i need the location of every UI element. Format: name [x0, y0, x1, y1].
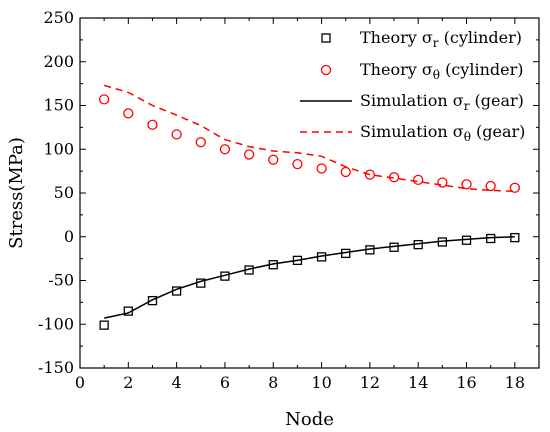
y-tick-label: 250	[43, 8, 74, 27]
x-tick-label: 0	[75, 373, 85, 392]
y-axis-title: Stress(MPa)	[6, 137, 27, 249]
series-2	[104, 236, 515, 319]
theory-r-point	[99, 320, 109, 330]
sim-r-line	[104, 236, 515, 319]
y-tick-label: -50	[48, 271, 74, 290]
theory-theta-point	[195, 137, 206, 148]
legend-label-3: Simulation σθ (gear)	[360, 122, 525, 144]
y-tick-label: -150	[38, 358, 74, 377]
legend-circle-symbol	[320, 64, 332, 76]
series-1	[99, 94, 520, 193]
axis-ticks: 0 2 4 6 8 10 12 14 16 18 -150 -100 -50 0 50 100 150 200 25…	[38, 8, 539, 392]
plot-area	[99, 84, 520, 330]
y-tick-label: 150	[43, 96, 74, 115]
theory-theta-point	[243, 149, 255, 160]
theory-theta-point	[509, 182, 520, 193]
y-tick-label: 100	[43, 139, 74, 158]
y-tick-label: 0	[64, 227, 74, 246]
x-tick-label: 16	[456, 373, 476, 392]
x-tick-label: 14	[408, 373, 428, 392]
theory-theta-point	[268, 154, 279, 165]
series-0	[99, 232, 520, 330]
x-tick-label: 18	[505, 373, 525, 392]
legend-square-symbol	[321, 33, 331, 43]
theory-theta-point	[171, 129, 182, 140]
theory-theta-point	[219, 144, 231, 155]
legend-label-1: Theory σθ (cylinder)	[360, 60, 523, 82]
theory-theta-point	[340, 166, 351, 178]
x-axis-title: Node	[285, 409, 334, 430]
legend-label-2: Simulation σr (gear)	[360, 91, 524, 113]
y-tick-label: -100	[38, 314, 74, 333]
x-tick-label: 6	[220, 373, 230, 392]
theory-theta-point	[292, 158, 303, 170]
theory-theta-point	[364, 169, 376, 180]
x-tick-label: 4	[172, 373, 182, 392]
legend: Theory σr (cylinder) Theory σθ (cylinder)…	[300, 28, 525, 144]
theory-theta-point	[413, 174, 424, 186]
sim-theta-line	[103, 84, 515, 193]
theory-theta-point	[147, 119, 158, 130]
series-3	[103, 84, 515, 193]
x-tick-label: 8	[268, 373, 278, 392]
theory-theta-point	[461, 179, 472, 190]
theory-theta-point	[485, 180, 496, 192]
x-tick-label: 12	[360, 373, 380, 392]
y-tick-label: 50	[54, 183, 74, 202]
theory-theta-point	[316, 163, 327, 174]
x-tick-label: 10	[311, 373, 331, 392]
theory-theta-point	[123, 108, 134, 119]
theory-theta-point	[437, 177, 448, 188]
x-tick-label: 2	[123, 373, 133, 392]
y-tick-label: 200	[43, 52, 74, 71]
legend-label-0: Theory σr (cylinder)	[360, 28, 522, 50]
theory-theta-point	[99, 94, 110, 105]
